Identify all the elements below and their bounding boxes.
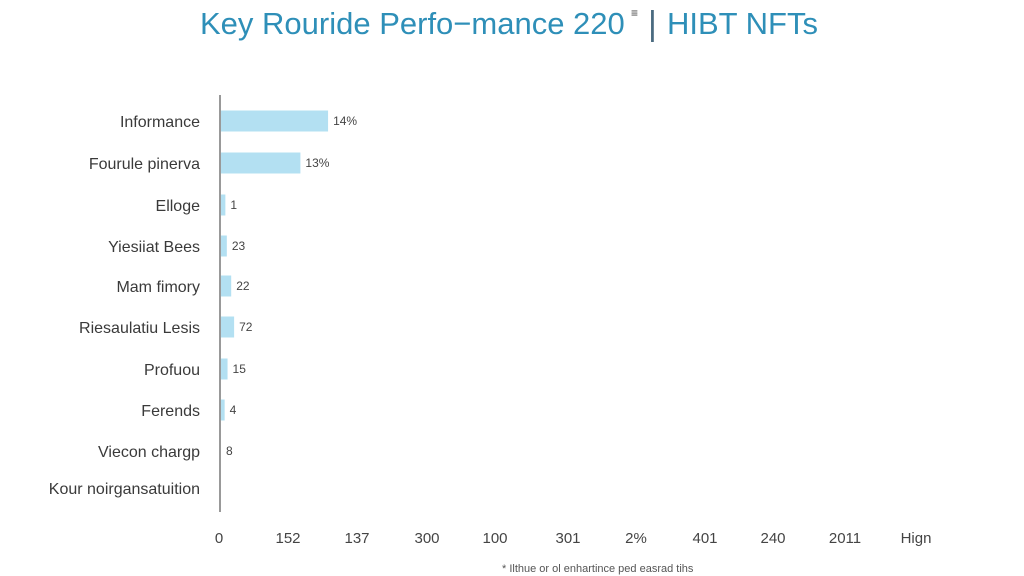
bar-value-label: 22 xyxy=(236,279,250,293)
bar xyxy=(221,110,329,132)
bar xyxy=(221,152,301,174)
title-separator: | xyxy=(648,5,657,43)
bar xyxy=(221,275,232,297)
x-tick-label: 240 xyxy=(760,530,785,547)
bar-value-label: 1 xyxy=(230,198,237,212)
x-tick-label: 2011 xyxy=(829,530,861,547)
value-labels: 14% 13% 1 23 22 72 15 4 8 xyxy=(226,114,357,458)
bar-value-label: 72 xyxy=(239,320,253,334)
category-label: Kour noirgansatuition xyxy=(49,481,200,498)
bar-value-label: 14% xyxy=(333,114,357,128)
category-label: Mam fimory xyxy=(116,279,200,296)
x-tick-label: Hign xyxy=(901,530,932,547)
bar-value-label: 4 xyxy=(230,403,237,417)
category-labels: Informance Fourule pinerva Elloge Yiesiiat … xyxy=(49,114,200,498)
bar-value-label: 15 xyxy=(233,362,247,376)
bar-value-label: 8 xyxy=(226,444,233,458)
bar xyxy=(221,235,227,257)
x-tick-label: 300 xyxy=(414,530,439,547)
chart-title-text: Key Rouride Perfo−mance 220 xyxy=(200,6,625,41)
category-label: Ferends xyxy=(141,403,200,420)
chart-title: Key Rouride Perfo−mance 220 ≡ | HIBT NFT… xyxy=(200,5,818,43)
chart-title-superscript: ≡ xyxy=(631,6,638,20)
bar-value-label: 23 xyxy=(232,239,246,253)
x-tick-label: 137 xyxy=(344,530,369,547)
x-tick-label: 401 xyxy=(692,530,717,547)
category-label: Yiesiiat Bees xyxy=(108,239,200,256)
bar xyxy=(221,316,235,338)
x-tick-label: 100 xyxy=(482,530,507,547)
x-axis-tick-labels: 0 152 137 300 100 301 2% 401 240 2011 Hign xyxy=(215,530,932,547)
bar xyxy=(221,194,226,216)
x-tick-label: 2% xyxy=(625,530,647,547)
category-label: Elloge xyxy=(156,198,201,215)
category-label: Fourule pinerva xyxy=(89,156,200,173)
x-tick-label: 301 xyxy=(555,530,580,547)
bars-group xyxy=(221,110,329,421)
category-label: Riesaulatiu Lesis xyxy=(79,320,200,337)
bar xyxy=(221,358,228,380)
bar-value-label: 13% xyxy=(305,156,329,170)
chart-subtitle: HIBT NFTs xyxy=(667,6,818,41)
category-label: Viecon chargp xyxy=(98,444,200,461)
chart-footnote: * Ilthue or ol enhartince ped easrad tih… xyxy=(502,563,694,575)
x-tick-label: 152 xyxy=(275,530,300,547)
category-label: Informance xyxy=(120,114,200,131)
x-tick-label: 0 xyxy=(215,530,223,547)
bar xyxy=(221,399,225,421)
category-label: Profuou xyxy=(144,362,200,379)
